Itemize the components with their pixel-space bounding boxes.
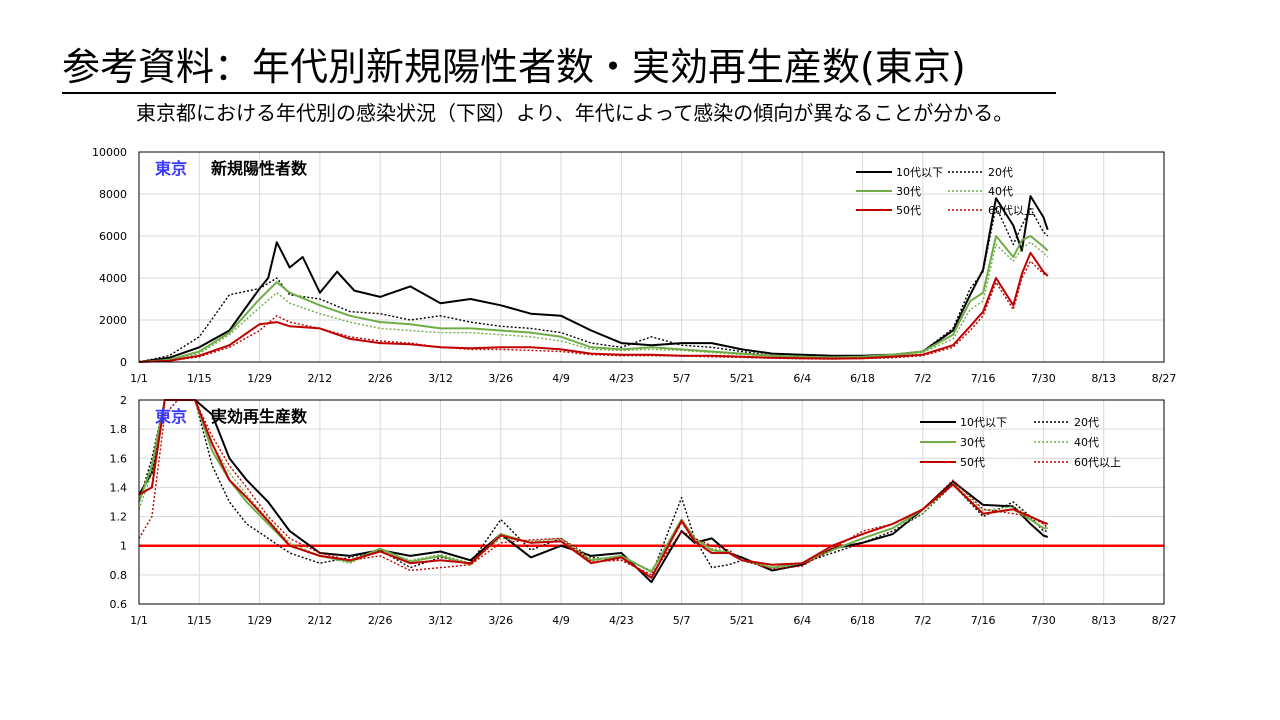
x-tick-label: 3/26 [488,372,513,385]
x-tick-label: 2/12 [308,372,333,385]
x-tick-label: 6/18 [850,372,875,385]
y-tick-label: 0.8 [110,569,128,582]
series-line-6 [138,260,1049,363]
x-tick-label: 3/12 [428,614,453,627]
y-tick-label: 1.8 [110,423,128,436]
x-tick-label: 5/21 [730,614,755,627]
series-line-6 [138,399,1049,576]
x-tick-label: 2/12 [308,614,333,627]
y-tick-label: 2000 [99,314,127,327]
plot-frame [138,399,1165,605]
y-tick-label: 2 [120,394,127,407]
x-tick-label: 6/4 [793,614,811,627]
legend-label: 20代 [988,166,1013,179]
x-tick-label: 7/2 [914,614,932,627]
x-tick-label: 4/9 [552,372,570,385]
x-tick-label: 7/30 [1031,614,1056,627]
x-tick-label: 5/7 [673,372,691,385]
reproduction-number-chart: 0.6 0.8 1 1.2 1.4 1.6 1.8 2 1/1 1/15 1/29 2/12 2/26 3… [110,394,1177,627]
legend-label: 30代 [896,185,921,198]
plot-frame [138,151,1165,363]
legend-label: 50代 [896,204,921,217]
chart-title: 実効再生産数 [211,407,308,426]
page-title: 参考資料：年代別新規陽性者数・実効再生産数(東京) [62,45,966,89]
x-tick-label: 5/7 [673,614,691,627]
x-tick-label: 8/27 [1152,614,1177,627]
region-label: 東京 [155,159,187,178]
page-subtitle: 東京都における年代別の感染状況（下図）より、年代によって感染の傾向が異なることが… [136,101,1014,125]
series-line-1 [138,195,1049,363]
y-tick-label: 1.2 [110,511,128,524]
x-tick-label: 1/29 [247,372,272,385]
x-tick-label: 3/12 [428,372,453,385]
legend-label: 30代 [960,436,985,449]
y-tick-label: 1.4 [110,481,128,494]
legend-label: 60代以上 [988,204,1035,217]
series-line-3 [138,235,1049,363]
chart-title: 新規陽性者数 [211,159,308,178]
legend: 10代以下 20代 30代 40代 50代 60代以上 [920,416,1121,469]
x-tick-label: 6/4 [793,372,811,385]
x-tick-label: 7/16 [971,372,996,385]
y-tick-label: 6000 [99,230,127,243]
series-line-4 [138,399,1048,572]
y-tick-label: 4000 [99,272,127,285]
x-tick-label: 5/21 [730,372,755,385]
x-tick-label: 6/18 [850,614,875,627]
y-tick-label: 8000 [99,188,127,201]
legend-label: 60代以上 [1074,456,1121,469]
x-tick-label: 8/13 [1091,372,1116,385]
y-tick-label: 1 [120,540,127,553]
legend-label: 20代 [1074,416,1099,429]
grid [138,399,1165,605]
x-tick-label: 3/26 [488,614,513,627]
x-tick-label: 7/2 [914,372,932,385]
series-line-5 [138,251,1049,363]
region-label: 東京 [155,407,187,426]
x-tick-label: 1/1 [130,372,148,385]
x-tick-label: 7/30 [1031,372,1056,385]
legend-label: 10代以下 [896,166,943,179]
legend-label: 40代 [988,185,1013,198]
x-tick-label: 4/23 [609,614,634,627]
x-tick-label: 1/1 [130,614,148,627]
x-tick-label: 2/26 [368,372,393,385]
x-tick-label: 4/23 [609,372,634,385]
series-line-2 [138,399,1048,576]
legend: 10代以下 20代 30代 40代 50代 60代以上 [856,166,1035,217]
y-tick-label: 1.6 [110,452,128,465]
new-cases-chart: 0 2000 4000 6000 8000 10000 1/1 1/15 1/29 2/12 2/2… [92,146,1177,385]
series-line-1 [138,399,1049,584]
y-tick-label: 10000 [92,146,127,159]
y-tick-label: 0.6 [110,598,128,611]
grid [138,151,1165,363]
x-tick-label: 2/26 [368,614,393,627]
legend-label: 10代以下 [960,416,1007,429]
legend-label: 40代 [1074,436,1099,449]
title-underline [62,92,1056,94]
x-tick-label: 1/29 [247,614,272,627]
x-tick-label: 1/15 [187,372,212,385]
y-tick-label: 0 [120,356,127,369]
series-line-5 [138,399,1049,579]
x-tick-label: 8/13 [1091,614,1116,627]
legend-label: 50代 [960,456,985,469]
x-tick-label: 8/27 [1152,372,1177,385]
series-line-4 [138,241,1049,363]
series-line-3 [138,399,1048,573]
x-tick-label: 7/16 [971,614,996,627]
series-line-2 [138,205,1049,363]
x-tick-label: 4/9 [552,614,570,627]
x-tick-label: 1/15 [187,614,212,627]
